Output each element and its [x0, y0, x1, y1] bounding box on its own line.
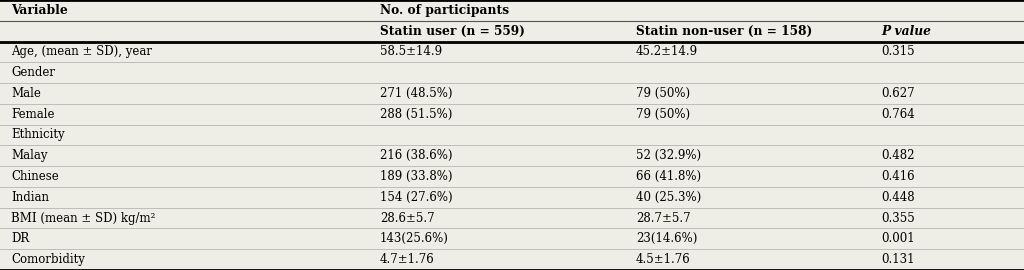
Text: Malay: Malay [11, 149, 48, 162]
Text: 66 (41.8%): 66 (41.8%) [636, 170, 701, 183]
Text: 79 (50%): 79 (50%) [636, 108, 690, 121]
Text: Male: Male [11, 87, 41, 100]
Text: 45.2±14.9: 45.2±14.9 [636, 45, 698, 58]
Text: 271 (48.5%): 271 (48.5%) [380, 87, 453, 100]
Text: Female: Female [11, 108, 54, 121]
Text: Ethnicity: Ethnicity [11, 129, 65, 141]
Text: 0.627: 0.627 [882, 87, 915, 100]
Text: 0.001: 0.001 [882, 232, 915, 245]
Text: Gender: Gender [11, 66, 55, 79]
Text: 189 (33.8%): 189 (33.8%) [380, 170, 453, 183]
Text: 23(14.6%): 23(14.6%) [636, 232, 697, 245]
Text: Chinese: Chinese [11, 170, 59, 183]
Text: Indian: Indian [11, 191, 49, 204]
Text: Statin user (n = 559): Statin user (n = 559) [380, 25, 524, 38]
Text: 4.5±1.76: 4.5±1.76 [636, 253, 690, 266]
Text: 154 (27.6%): 154 (27.6%) [380, 191, 453, 204]
Text: Variable: Variable [11, 4, 68, 17]
Text: 58.5±14.9: 58.5±14.9 [380, 45, 442, 58]
Text: 4.7±1.76: 4.7±1.76 [380, 253, 434, 266]
Text: 52 (32.9%): 52 (32.9%) [636, 149, 701, 162]
Text: 0.448: 0.448 [882, 191, 915, 204]
Text: BMI (mean ± SD) kg/m²: BMI (mean ± SD) kg/m² [11, 212, 156, 225]
Text: 28.7±5.7: 28.7±5.7 [636, 212, 690, 225]
Text: Age, (mean ± SD), year: Age, (mean ± SD), year [11, 45, 153, 58]
Text: 0.355: 0.355 [882, 212, 915, 225]
Text: 79 (50%): 79 (50%) [636, 87, 690, 100]
Text: 40 (25.3%): 40 (25.3%) [636, 191, 701, 204]
Text: Statin non-user (n = 158): Statin non-user (n = 158) [636, 25, 812, 38]
Text: 0.131: 0.131 [882, 253, 915, 266]
Text: 143(25.6%): 143(25.6%) [380, 232, 449, 245]
Text: 0.416: 0.416 [882, 170, 915, 183]
Text: 0.315: 0.315 [882, 45, 915, 58]
Text: 0.764: 0.764 [882, 108, 915, 121]
Text: No. of participants: No. of participants [380, 4, 509, 17]
Text: P value: P value [882, 25, 932, 38]
Text: 28.6±5.7: 28.6±5.7 [380, 212, 434, 225]
Text: DR: DR [11, 232, 30, 245]
Text: 288 (51.5%): 288 (51.5%) [380, 108, 453, 121]
Text: 216 (38.6%): 216 (38.6%) [380, 149, 453, 162]
Text: 0.482: 0.482 [882, 149, 915, 162]
Text: Comorbidity: Comorbidity [11, 253, 85, 266]
